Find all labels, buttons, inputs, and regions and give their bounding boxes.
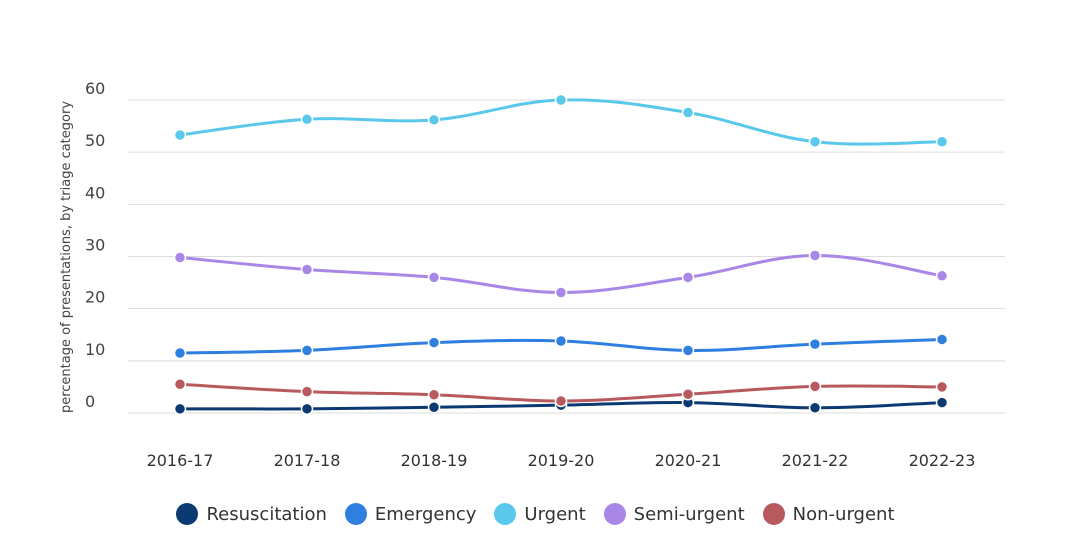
legend-swatch xyxy=(603,503,626,525)
data-point-non-urgent xyxy=(935,380,949,394)
data-point-urgent xyxy=(300,113,314,126)
data-point-resuscitation xyxy=(935,396,949,409)
data-point-semi-urgent xyxy=(554,286,568,299)
data-point-urgent xyxy=(808,135,822,148)
x-tick-label: 2020-21 xyxy=(655,451,722,470)
data-point-urgent xyxy=(935,135,949,148)
y-tick-label: 60 xyxy=(85,79,105,98)
y-tick-labels: 0 10 20 30 40 50 60 xyxy=(85,79,105,411)
legend-swatch xyxy=(494,503,517,525)
data-point-emergency xyxy=(935,333,949,346)
legend-item-urgent: Urgent xyxy=(494,503,586,525)
data-point-emergency xyxy=(554,334,568,348)
x-tick-labels: 2016-17 2017-18 2018-19 2019-20 2020-21 2021-… xyxy=(147,451,976,470)
data-point-non-urgent xyxy=(554,394,568,408)
legend-swatch xyxy=(344,503,367,525)
x-tick-label: 2019-20 xyxy=(528,451,595,470)
legend-label: Emergency xyxy=(374,503,477,525)
data-point-emergency xyxy=(300,344,314,357)
data-point-resuscitation xyxy=(808,401,822,415)
data-point-non-urgent xyxy=(681,387,695,401)
line-chart: 0 10 20 30 40 50 60 2016-17 2017-18 2018-19 2019-… xyxy=(59,79,1005,470)
y-tick-label: 10 xyxy=(85,340,105,359)
series-points xyxy=(173,93,949,416)
data-point-emergency xyxy=(173,346,187,360)
x-tick-label: 2022-23 xyxy=(909,451,976,470)
x-tick-label: 2018-19 xyxy=(401,451,468,470)
x-tick-label: 2016-17 xyxy=(147,451,214,470)
y-tick-label: 50 xyxy=(85,131,105,150)
x-tick-label: 2017-18 xyxy=(274,451,341,470)
y-tick-label: 30 xyxy=(85,236,105,255)
data-point-urgent xyxy=(681,106,695,119)
data-point-non-urgent xyxy=(808,380,822,393)
legend-item-emergency: Emergency xyxy=(344,503,477,525)
legend-label: Non-urgent xyxy=(792,503,895,525)
legend-label: Resuscitation xyxy=(206,503,327,525)
data-point-semi-urgent xyxy=(808,249,822,262)
legend-item-resuscitation: Resuscitation xyxy=(176,503,327,525)
data-point-urgent xyxy=(554,93,568,107)
data-point-emergency xyxy=(427,336,441,349)
data-point-non-urgent xyxy=(427,388,441,401)
series-line-urgent xyxy=(179,98,943,146)
data-point-emergency xyxy=(681,344,695,357)
y-axis-label: percentage of presentations, by triage c… xyxy=(59,101,74,413)
legend-item-semi-urgent: Semi-urgent xyxy=(603,503,745,525)
legend-swatch xyxy=(762,503,785,525)
y-tick-label: 20 xyxy=(85,288,105,307)
data-point-semi-urgent xyxy=(427,271,441,284)
series-lines xyxy=(179,98,943,411)
x-tick-label: 2021-22 xyxy=(782,451,849,470)
legend-item-non-urgent: Non-urgent xyxy=(762,503,895,525)
data-point-non-urgent xyxy=(173,378,187,391)
data-point-semi-urgent xyxy=(173,251,187,264)
legend: Resuscitation Emergency Urgent Semi-urgent N… xyxy=(0,503,1071,525)
data-point-resuscitation xyxy=(173,402,187,416)
data-point-semi-urgent xyxy=(300,263,314,276)
data-point-semi-urgent xyxy=(681,271,695,284)
y-tick-label: 0 xyxy=(85,392,95,411)
legend-label: Urgent xyxy=(524,503,586,525)
legend-label: Semi-urgent xyxy=(633,503,745,525)
data-point-emergency xyxy=(808,337,822,351)
data-point-urgent xyxy=(173,128,187,142)
legend-swatch xyxy=(176,503,199,525)
y-tick-label: 40 xyxy=(85,183,105,202)
data-point-non-urgent xyxy=(300,385,314,398)
grid-lines xyxy=(128,99,1005,414)
data-point-semi-urgent xyxy=(935,269,949,283)
data-point-resuscitation xyxy=(427,401,441,414)
data-point-resuscitation xyxy=(300,402,314,416)
data-point-urgent xyxy=(427,113,441,127)
